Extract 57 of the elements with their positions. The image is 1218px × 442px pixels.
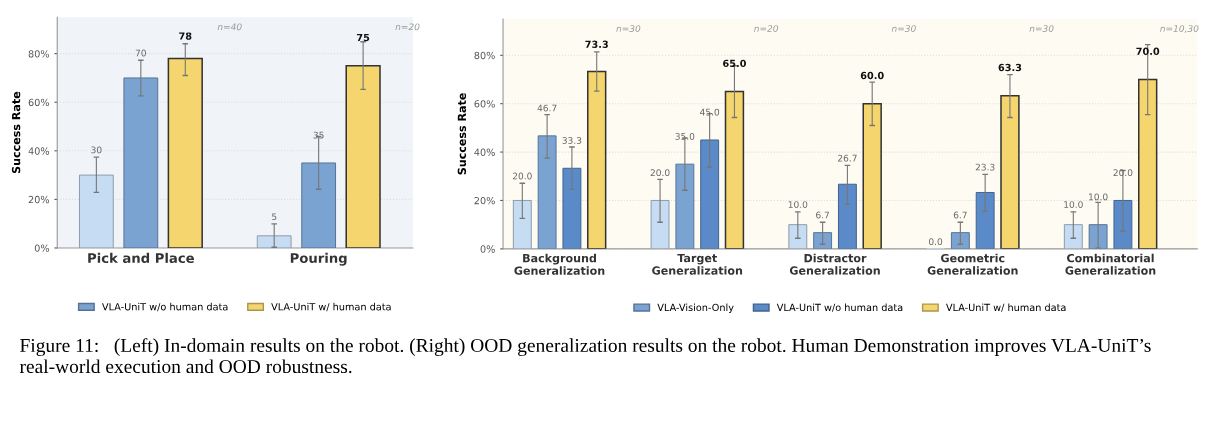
data-label: 45.0 (700, 108, 720, 116)
y-tick-label: 60% (474, 100, 495, 108)
y-tick-label: 80% (28, 50, 50, 58)
data-label: 10.0 (788, 201, 808, 208)
data-label: 33.3 (562, 137, 582, 144)
data-label: 35.0 (675, 132, 695, 140)
x-tick-label: Target Generalization (652, 253, 743, 275)
data-label: 63.3 (998, 63, 1022, 72)
data-label: 70.0 (1136, 47, 1160, 55)
y-tick-label: 20% (474, 196, 495, 205)
annotation: n=40 (217, 23, 242, 31)
legend-label: VLA-UniT w/o human data (776, 303, 903, 312)
y-axis-title: Success Rate (11, 91, 21, 174)
y-tick-label: 20% (28, 195, 50, 204)
data-label: 70 (135, 49, 146, 57)
y-tick-label: 80% (474, 51, 495, 60)
y-tick-label: 0% (480, 245, 495, 253)
data-label: 46.7 (537, 104, 557, 112)
annotation: n=20 (395, 23, 420, 31)
annotation: n=30 (616, 25, 641, 32)
x-tick-label: Distractor Generalization (789, 253, 880, 275)
legend-label: VLA-UniT w/ human data (946, 303, 1066, 312)
data-label: 60.0 (860, 71, 884, 80)
legend-label: VLA-UniT w/o human data (102, 302, 228, 312)
legend-label: VLA-Vision-Only (657, 303, 734, 313)
y-tick-label: 0% (34, 244, 50, 252)
x-tick-label: Pick and Place (88, 252, 194, 264)
data-label: 5 (272, 213, 277, 221)
x-tick-label: Pouring (290, 252, 347, 266)
y-axis-title: Success Rate (457, 93, 467, 175)
x-tick-label: Combinatorial Generalization (1065, 253, 1156, 275)
data-label: 26.7 (838, 154, 857, 162)
annotation: n=20 (754, 25, 779, 32)
y-tick-label: 40% (474, 148, 495, 156)
annotation: n=30 (891, 25, 916, 32)
data-label: 73.3 (585, 40, 608, 48)
data-label: 6.7 (816, 211, 830, 219)
data-label: 20.0 (650, 169, 670, 177)
legend-label: VLA-UniT w/ human data (271, 302, 391, 312)
x-tick-label: Background Generalization (514, 253, 605, 275)
annotation: n=10,30 (1160, 25, 1199, 33)
y-tick-label: 60% (28, 98, 50, 107)
data-label: 78 (179, 32, 192, 40)
annotation: n=30 (1029, 25, 1054, 32)
caption: Figure 11: (Left) In-domain results on the robot. (Right) OOD generalization results on the robot. Human Demonstration improves VLA-UniT’s real-world execution and OOD robustness. (19, 338, 1151, 374)
data-label: 10.0 (1089, 193, 1108, 201)
data-label: 30 (91, 146, 102, 154)
data-label: 75 (357, 33, 370, 42)
data-label: 35 (313, 131, 324, 139)
data-label: 23.3 (975, 163, 995, 171)
x-tick-label: Geometric Generalization (927, 253, 1018, 275)
data-label: 20.0 (512, 172, 532, 180)
data-label: 6.7 (953, 211, 967, 219)
y-tick-label: 40% (28, 147, 50, 155)
data-label: 0.0 (928, 238, 943, 246)
data-label: 10.0 (1064, 201, 1083, 208)
data-label: 65.0 (723, 59, 746, 68)
